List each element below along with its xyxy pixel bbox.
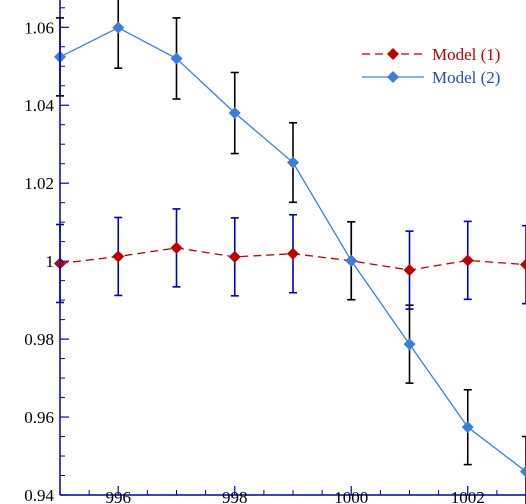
data-point-model-2 [461, 421, 474, 434]
y-tick-label: 1.04 [24, 96, 54, 115]
data-point-model-2 [403, 338, 416, 351]
y-tick-label: 1 [46, 252, 55, 271]
data-point-model-1 [112, 250, 125, 263]
data-point-model-2 [112, 21, 125, 34]
data-point-model-2 [170, 52, 183, 65]
error-bar-model-2 [522, 435, 526, 504]
x-tick-label: 996 [106, 488, 132, 504]
data-point-model-1 [170, 241, 183, 254]
series-markers [54, 21, 526, 478]
data-point-model-2 [345, 254, 358, 267]
legend-label-model-1: Model (1) [432, 45, 500, 64]
legend: Model (1) Model (2) [362, 45, 500, 87]
data-point-model-2 [228, 107, 241, 120]
y-tick-label: 0.96 [24, 408, 54, 427]
data-point-model-1 [287, 247, 299, 260]
tick-labels: 0.94 0.96 0.98 1 1.02 1.04 1.06 996 998 1000 1002 [24, 18, 485, 504]
legend-marker-model-2 [387, 71, 399, 83]
y-tick-label: 1.02 [24, 174, 54, 193]
y-tick-label: 0.94 [24, 486, 54, 504]
data-point-model-1 [228, 250, 241, 263]
error-bar-model-1 [522, 224, 526, 305]
y-tick-label: 0.98 [24, 330, 54, 349]
y-tick-label: 1.06 [24, 18, 54, 37]
data-point-model-2 [287, 156, 299, 169]
data-point-model-1 [403, 264, 416, 277]
error-bar-model-2 [114, 0, 123, 70]
x-tick-label: 1000 [334, 488, 368, 504]
x-tick-label: 1002 [451, 488, 485, 504]
data-point-model-2 [520, 465, 526, 478]
axes [59, 0, 526, 496]
data-point-model-1 [461, 254, 474, 267]
legend-label-model-2: Model (2) [432, 68, 500, 87]
x-tick-label: 998 [222, 488, 248, 504]
legend-marker-model-1 [387, 48, 399, 60]
data-point-model-1 [520, 258, 526, 271]
